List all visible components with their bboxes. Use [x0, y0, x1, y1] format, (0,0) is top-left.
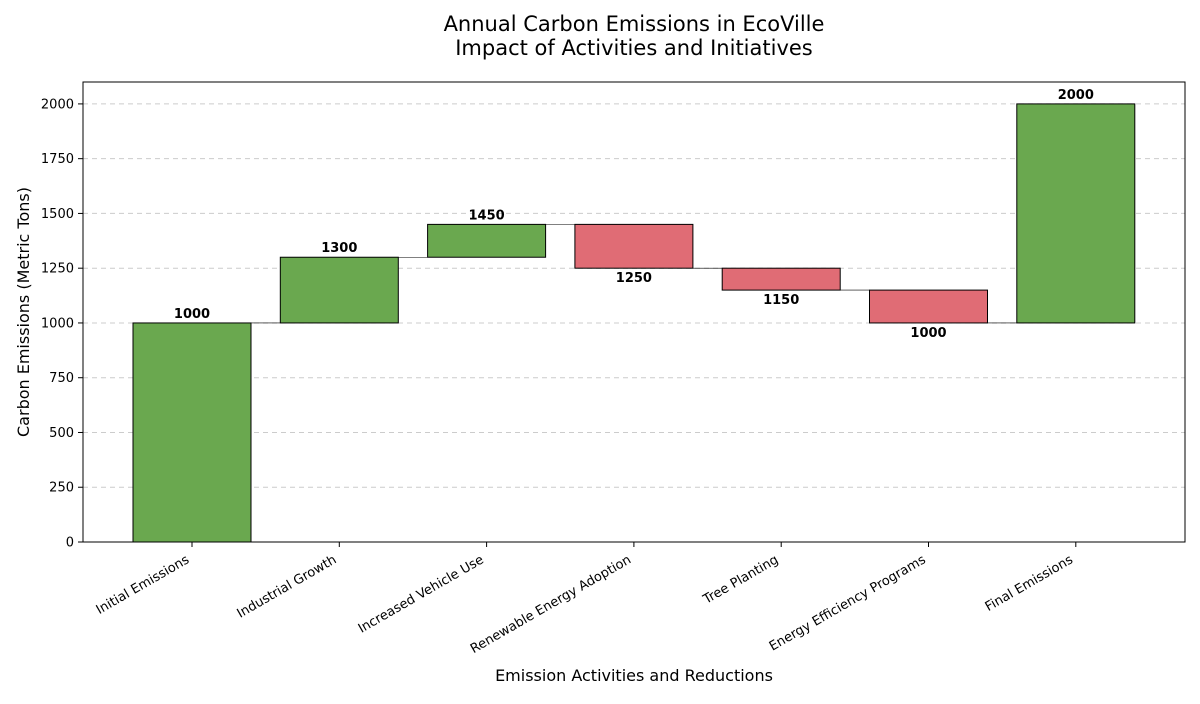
chart-subtitle: Impact of Activities and Initiatives	[455, 36, 813, 60]
bar-initial-emissions	[132, 322, 252, 543]
x-tick-label: Energy Efficiency Programs	[767, 552, 929, 654]
y-tick-label: 1750	[41, 152, 74, 167]
y-axis-label: Carbon Emissions (Metric Tons)	[14, 187, 33, 437]
bar-energy-efficiency-programs	[869, 289, 988, 324]
bar-final-emissions	[1016, 103, 1136, 324]
y-tick-label: 1250	[41, 262, 74, 277]
y-tick-label: 0	[66, 536, 74, 551]
y-tick-label: 2000	[41, 97, 74, 112]
bar-value-label: 1250	[616, 271, 652, 286]
bars	[132, 103, 1136, 543]
bar-value-label: 1000	[174, 307, 210, 322]
x-tick-label: Industrial Growth	[235, 552, 340, 621]
x-tick-label: Renewable Energy Adoption	[468, 552, 634, 656]
bar-value-label: 1450	[469, 208, 505, 223]
x-axis-label: Emission Activities and Reductions	[495, 666, 773, 685]
y-tick-label: 250	[49, 481, 74, 496]
x-tick-label: Tree Planting	[700, 552, 781, 608]
x-tick-label: Increased Vehicle Use	[356, 552, 487, 636]
y-tick-label: 1000	[41, 316, 74, 331]
bar-value-label: 1150	[763, 293, 799, 308]
bar-value-labels: 1000 1300 1450 1250 1150 1000 2000	[174, 88, 1094, 341]
bar-renewable-energy-adoption	[574, 223, 694, 269]
bar-value-label: 1000	[910, 326, 946, 341]
y-tick-label: 1500	[41, 207, 74, 222]
bar-value-label: 2000	[1058, 88, 1094, 103]
y-axis-ticks: 0 250 500 750 1000 1250 1500 1750 2000	[41, 97, 83, 551]
chart-title: Annual Carbon Emissions in EcoVille	[444, 12, 825, 36]
bar-value-label: 1300	[321, 241, 357, 256]
y-tick-label: 500	[49, 426, 74, 441]
connector-lines	[251, 224, 1017, 324]
x-axis-ticks: Initial Emissions Industrial Growth Increa…	[94, 542, 1077, 657]
bar-tree-planting	[721, 267, 841, 291]
x-tick-label: Initial Emissions	[94, 552, 192, 617]
bar-industrial-growth	[279, 256, 399, 324]
y-tick-label: 750	[49, 371, 74, 386]
bar-increased-vehicle-use	[427, 223, 547, 258]
x-tick-label: Final Emissions	[983, 552, 1076, 614]
